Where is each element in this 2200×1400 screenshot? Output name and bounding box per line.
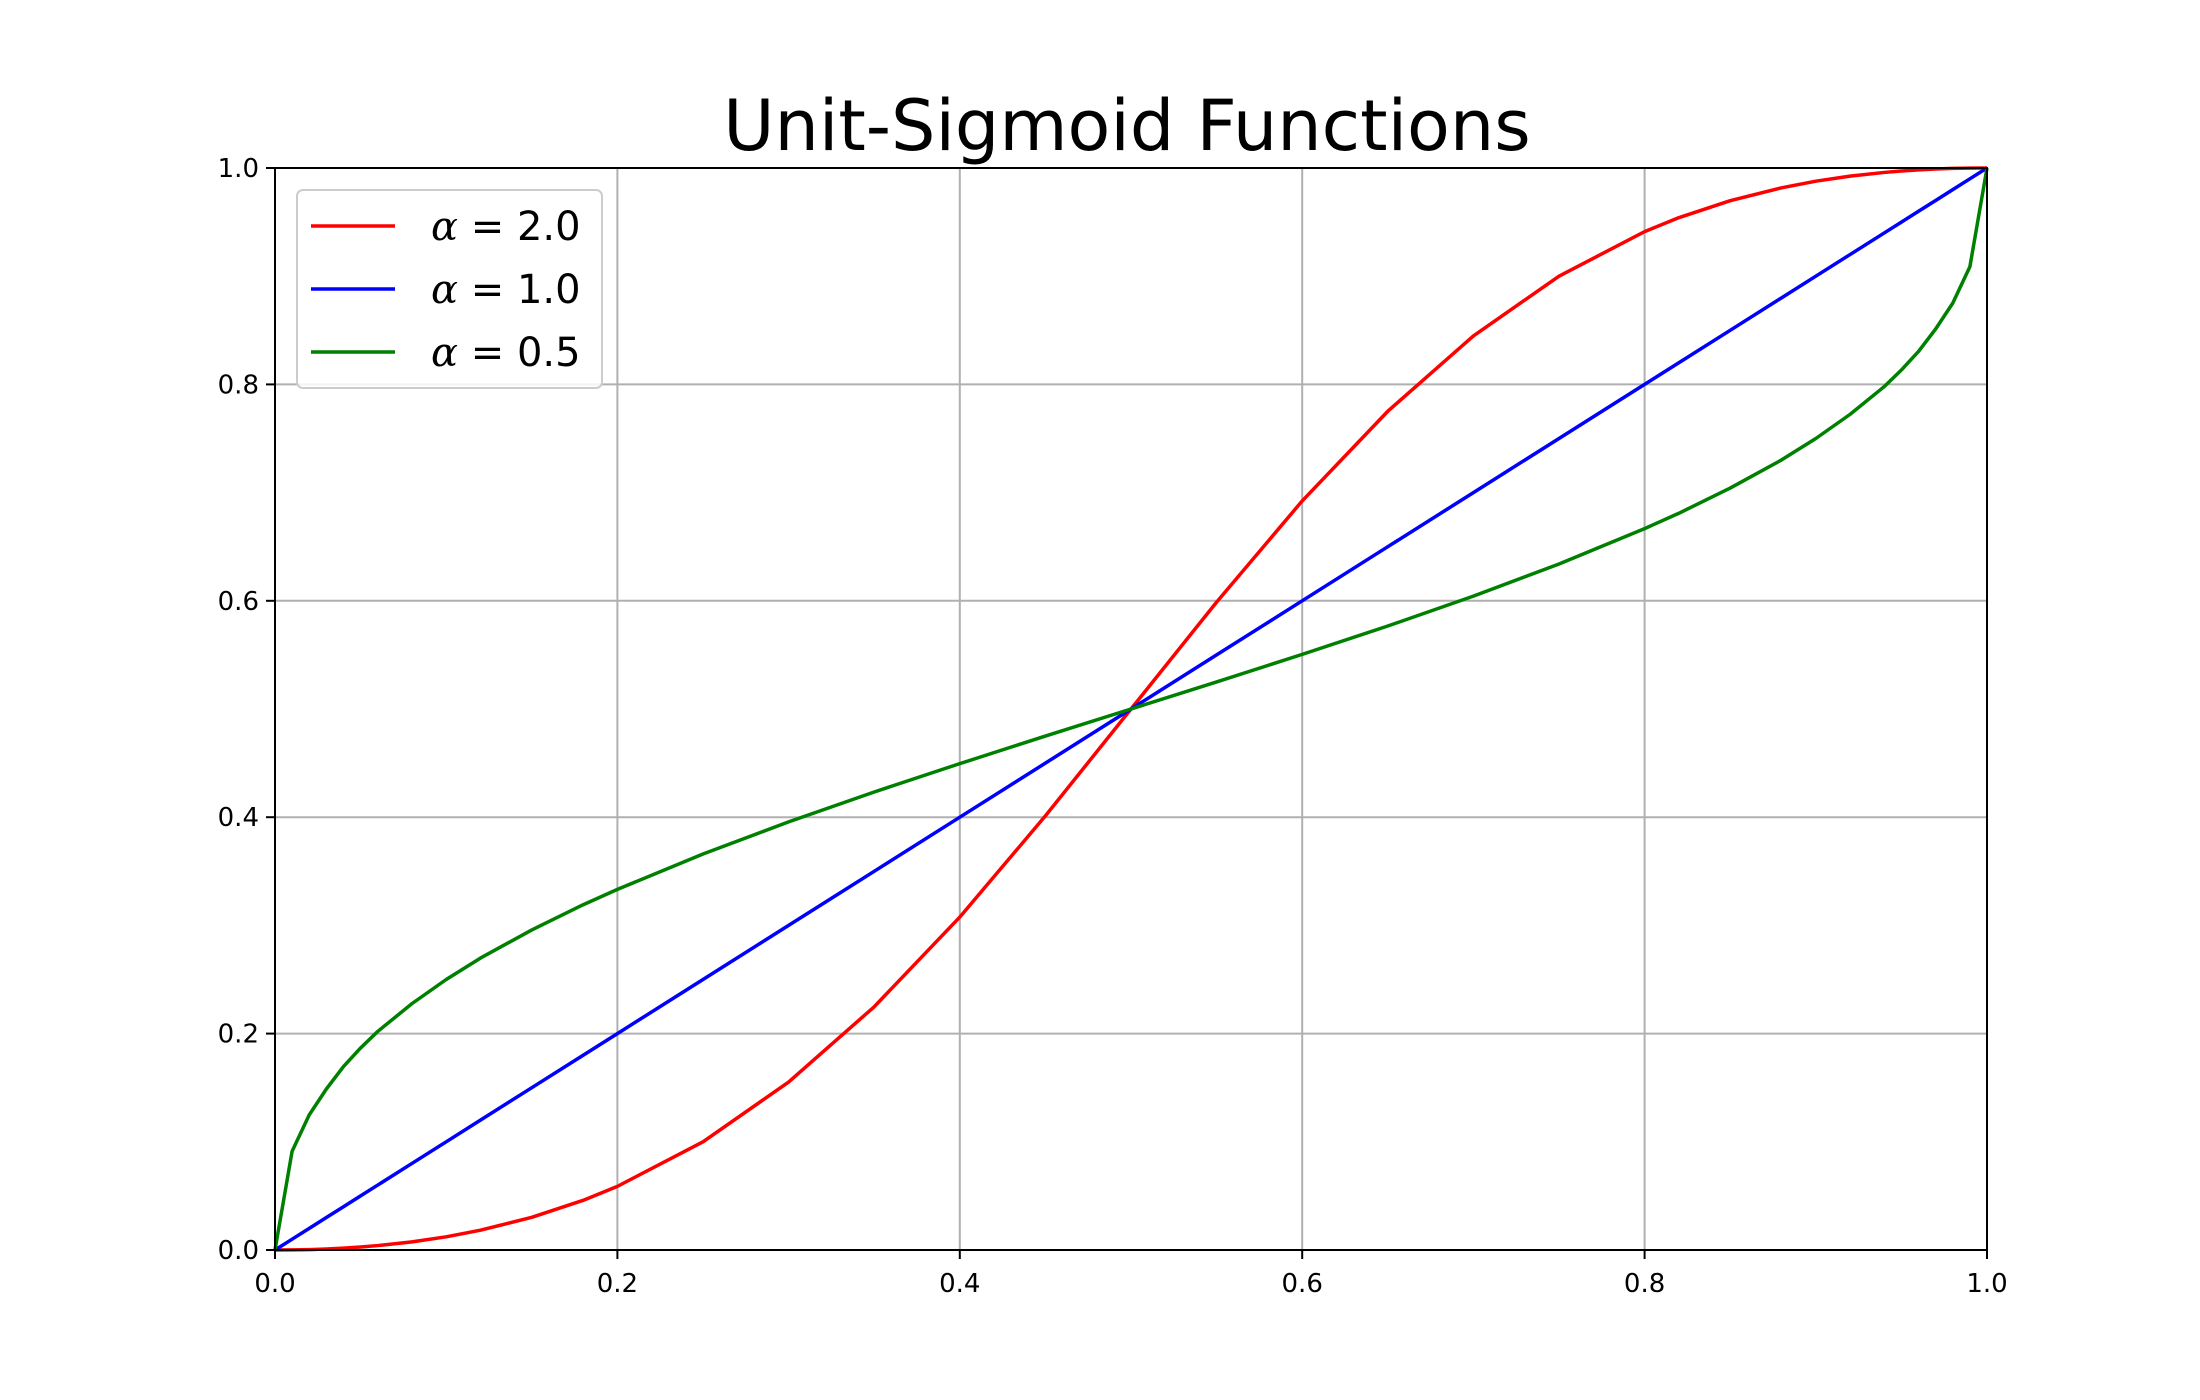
tick-layer: 0.0 0.2 0.4 0.6 0.8 1.0 0.0 0.2 0.4 0.6 0.8 1.0 (218, 154, 2008, 1299)
legend-label-0: α = 2.0 (431, 204, 581, 250)
y-tick-label: 0.2 (218, 1020, 259, 1050)
x-tick-label: 0.0 (254, 1269, 295, 1299)
legend-separator: = (458, 267, 517, 313)
y-tick-label: 0.6 (218, 587, 259, 617)
legend-label-1: α = 1.0 (431, 267, 581, 313)
x-tick-label: 1.0 (1966, 1269, 2007, 1299)
legend-separator: = (458, 330, 517, 376)
legend: α = 2.0α = 1.0α = 0.5 (296, 189, 603, 389)
x-tick-label: 0.2 (597, 1269, 638, 1299)
x-tick-label: 0.6 (1282, 1269, 1323, 1299)
legend-label-2: α = 0.5 (431, 330, 581, 376)
y-tick-label: 0.4 (218, 803, 259, 833)
legend-alpha-symbol: α (431, 330, 458, 376)
y-tick-label: 0.0 (218, 1236, 259, 1266)
legend-value: 0.5 (517, 330, 581, 376)
x-tick-label: 0.4 (939, 1269, 980, 1299)
axes-frame (274, 167, 1988, 1251)
legend-separator: = (458, 204, 517, 250)
legend-value: 1.0 (517, 267, 581, 313)
x-tick-label: 0.8 (1624, 1269, 1665, 1299)
y-tick-label: 1.0 (218, 154, 259, 184)
legend-box (296, 189, 603, 389)
legend-alpha-symbol: α (431, 204, 458, 250)
series-layer (273, 166, 1989, 1252)
series-line-2 (273, 167, 1989, 1251)
legend-value: 2.0 (517, 204, 581, 250)
y-tick-label: 0.8 (218, 370, 259, 400)
chart-title: Unit-Sigmoid Functions (723, 85, 1530, 167)
legend-alpha-symbol: α (431, 267, 458, 313)
